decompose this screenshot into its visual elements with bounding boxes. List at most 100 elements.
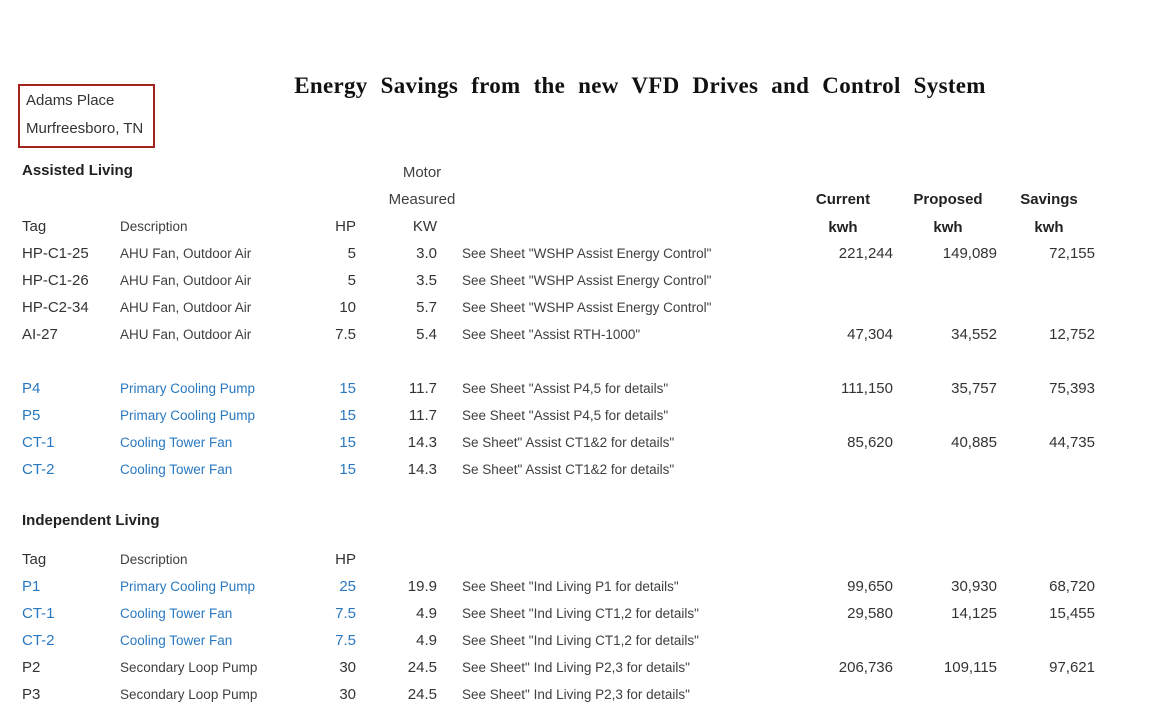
- note-cell: Se Sheet" Assist CT1&2 for details": [462, 462, 675, 477]
- current-kwh-cell: 85,620: [847, 434, 893, 451]
- page-title: Energy Savings from the new VFD Drives a…: [294, 73, 986, 98]
- kw-cell: 11.7: [408, 407, 437, 424]
- hp-cell: 15: [339, 407, 356, 424]
- proposed-kwh-cell: [896, 681, 1000, 708]
- tag-cell: CT-1: [22, 434, 55, 451]
- description-cell: Cooling Tower Fan: [120, 633, 233, 648]
- table-row: P1 Primary Cooling Pump 25 19.9 See Sheet "I…: [22, 573, 1098, 600]
- proposed-kwh-cell: [896, 294, 1000, 321]
- proposed-kwh-cell: 109,115: [943, 659, 997, 676]
- hp-cell: 7.5: [335, 632, 356, 649]
- table-row: P2 Secondary Loop Pump 30 24.5 See Sheet" In…: [22, 654, 1098, 681]
- tag-cell: P4: [22, 380, 41, 397]
- section-title-independent-living: Independent Living: [22, 512, 160, 529]
- kw-cell: 11.7: [408, 380, 437, 397]
- savings-kwh-cell: [1000, 456, 1098, 483]
- savings-kwh-header: Savings kwh: [1000, 186, 1098, 242]
- current-kwh-cell: 99,650: [847, 578, 893, 595]
- kw-cell: 3.0: [416, 245, 437, 262]
- savings-kwh-cell: [1000, 402, 1098, 429]
- table-row: CT-1 Cooling Tower Fan 15 14.3 Se Sheet" Ass…: [22, 429, 1098, 456]
- note-cell: See Sheet "Assist P4,5 for details": [462, 381, 669, 396]
- kw-cell: 4.9: [416, 632, 437, 649]
- location-line-2: Murfreesboro, TN: [26, 120, 144, 137]
- location-box: Adams Place Murfreesboro, TN: [18, 84, 156, 148]
- savings-kwh-unit: kwh: [1034, 219, 1064, 236]
- savings-kwh-cell: 15,455: [1049, 605, 1095, 622]
- note-cell: See Sheet "WSHP Assist Energy Control": [462, 273, 712, 288]
- description-cell: Cooling Tower Fan: [120, 435, 233, 450]
- description-cell: Primary Cooling Pump: [120, 579, 256, 594]
- table-row: CT-2 Cooling Tower Fan 15 14.3 Se Sheet" Ass…: [22, 456, 1098, 483]
- note-cell: See Sheet "WSHP Assist Energy Control": [462, 246, 712, 261]
- proposed-kwh-cell: [896, 402, 1000, 429]
- note-cell: See Sheet" Ind Living P2,3 for details": [462, 687, 690, 702]
- savings-header-label: Savings: [1020, 191, 1078, 208]
- note-cell: Se Sheet" Assist CT1&2 for details": [462, 435, 675, 450]
- column-header-row: Tag Description HP KW: [22, 213, 1098, 240]
- measured-header: Measured: [388, 191, 456, 208]
- table-row: CT-2 Cooling Tower Fan 7.5 4.9 See Sheet "In…: [22, 627, 1098, 654]
- description-cell: AHU Fan, Outdoor Air: [120, 300, 252, 315]
- tag-cell: HP-C1-26: [22, 272, 89, 289]
- kw-cell: 24.5: [407, 659, 437, 676]
- kw-cell: 5.7: [416, 299, 437, 316]
- kw-cell: 5.4: [416, 326, 437, 343]
- table-row: P5 Primary Cooling Pump 15 11.7 See Sheet "A…: [22, 402, 1098, 429]
- hp-cell: 15: [339, 461, 356, 478]
- note-cell: See Sheet "Assist P4,5 for details": [462, 408, 669, 423]
- current-kwh-cell: [790, 267, 896, 294]
- savings-kwh-cell: 44,735: [1049, 434, 1095, 451]
- table-row: HP-C1-26 AHU Fan, Outdoor Air 5 3.5 See Shee…: [22, 267, 1098, 294]
- tag-cell: CT-2: [22, 461, 55, 478]
- proposed-kwh-header: Proposed kwh: [896, 186, 1000, 242]
- hp-cell: 7.5: [335, 326, 356, 343]
- description-cell: Primary Cooling Pump: [120, 408, 256, 423]
- description-cell: Primary Cooling Pump: [120, 381, 256, 396]
- tag-cell: CT-2: [22, 632, 55, 649]
- tag-cell: CT-1: [22, 605, 55, 622]
- current-kwh-cell: 221,244: [838, 245, 893, 262]
- savings-kwh-cell: [1000, 681, 1098, 708]
- tag-cell: P2: [22, 659, 41, 676]
- description-cell: AHU Fan, Outdoor Air: [120, 327, 252, 342]
- description-cell: Cooling Tower Fan: [120, 462, 233, 477]
- hp-column-header: HP: [335, 551, 356, 568]
- table-row: P3 Secondary Loop Pump 30 24.5 See Sheet" In…: [22, 681, 1098, 708]
- current-kwh-unit: kwh: [828, 219, 858, 236]
- kw-cell: 24.5: [407, 686, 437, 703]
- table-row: P4 Primary Cooling Pump 15 11.7 See Sheet "A…: [22, 375, 1098, 402]
- tag-cell: P3: [22, 686, 41, 703]
- kw-cell: 4.9: [416, 605, 437, 622]
- section-title-assisted-living: Assisted Living: [22, 162, 133, 179]
- current-kwh-cell: 29,580: [847, 605, 893, 622]
- kw-cell: 14.3: [407, 461, 437, 478]
- proposed-kwh-cell: [896, 456, 1000, 483]
- proposed-kwh-cell: 35,757: [951, 380, 997, 397]
- assisted-living-table: Tag Description HP KW HP-C1-25 AHU Fan, O…: [22, 213, 1098, 483]
- savings-kwh-cell: 72,155: [1049, 245, 1095, 262]
- hp-cell: 5: [347, 272, 356, 289]
- note-cell: See Sheet "Ind Living CT1,2 for details": [462, 606, 699, 621]
- tag-cell: P1: [22, 578, 41, 595]
- tag-cell: P5: [22, 407, 41, 424]
- current-kwh-cell: [790, 402, 896, 429]
- table-row: HP-C1-25 AHU Fan, Outdoor Air 5 3.0 See Shee…: [22, 240, 1098, 267]
- motor-header: Motor: [402, 164, 442, 181]
- proposed-header-label: Proposed: [913, 191, 983, 208]
- note-cell: See Sheet "Ind Living CT1,2 for details": [462, 633, 699, 648]
- current-kwh-cell: [790, 456, 896, 483]
- proposed-kwh-cell: 30,930: [951, 578, 997, 595]
- proposed-kwh-unit: kwh: [933, 219, 963, 236]
- description-column-header: Description: [120, 552, 188, 567]
- proposed-kwh-cell: [896, 267, 1000, 294]
- savings-kwh-cell: [1000, 627, 1098, 654]
- current-kwh-cell: 47,304: [847, 326, 893, 343]
- note-cell: See Sheet" Ind Living P2,3 for details": [462, 660, 690, 675]
- savings-kwh-cell: 75,393: [1049, 380, 1095, 397]
- hp-cell: 30: [339, 686, 356, 703]
- table-row: CT-1 Cooling Tower Fan 7.5 4.9 See Sheet "In…: [22, 600, 1098, 627]
- proposed-kwh-cell: 40,885: [951, 434, 997, 451]
- location-line-1: Adams Place: [26, 92, 115, 109]
